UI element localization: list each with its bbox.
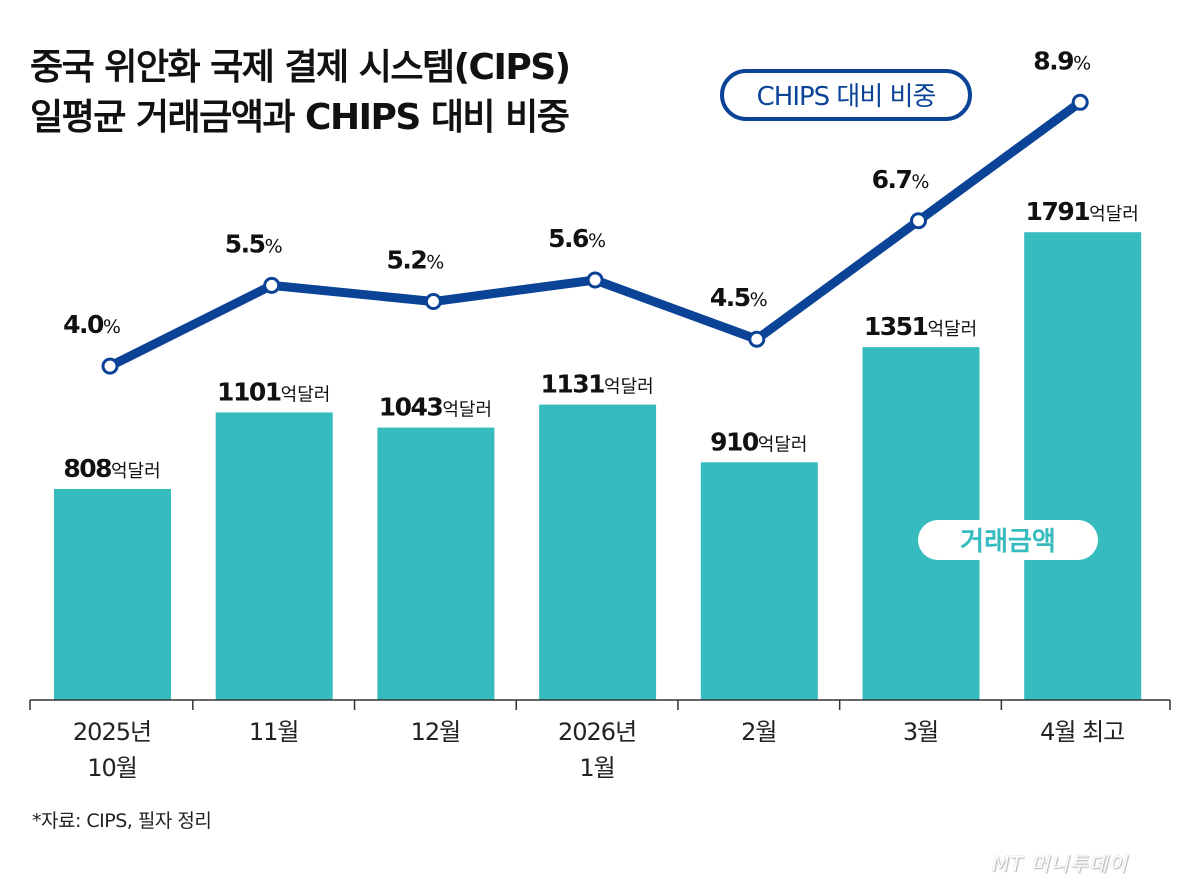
line-point (910, 212, 927, 230)
x-tick-label: 11월 (249, 718, 299, 746)
x-tick-label: 1월 (579, 754, 614, 782)
chart-title-line-2: 일평균 거래금액과 CHIPS 대비 비중 (30, 97, 570, 138)
x-tick-label: 12월 (411, 718, 461, 746)
line-point (424, 293, 442, 311)
publisher-logo: MT 머니투데이 (992, 852, 1128, 876)
line-point (748, 330, 766, 348)
legend-bar-badge (918, 520, 1098, 560)
bar-value-label: 1101억달러 (217, 377, 330, 406)
x-tick-label: 10월 (87, 754, 137, 782)
line-value-label: 5.5% (225, 229, 283, 258)
bar (539, 404, 657, 700)
bar-value-label: 1043억달러 (379, 393, 492, 422)
legend-line-badge (720, 69, 972, 121)
line-value-label: 8.9% (1033, 46, 1091, 75)
x-tick-label: 3월 (903, 718, 938, 746)
line-point (263, 276, 281, 294)
legend-bar-label: 거래금액 (960, 527, 1056, 557)
bar-value-label: 808억달러 (63, 454, 160, 483)
line-value-label: 5.2% (386, 246, 444, 275)
bar (700, 462, 818, 700)
legend-line-label: CHIPS 대비 비중 (757, 82, 936, 112)
x-tick-label: 2026년 (558, 718, 636, 746)
line-value-label: 5.6% (548, 224, 606, 253)
line-point (586, 271, 604, 289)
x-tick-label: 4월 최고 (1040, 718, 1124, 746)
bar (54, 488, 171, 700)
line-value-label: 6.7% (872, 165, 930, 194)
source-note: *자료: CIPS, 필자 정리 (32, 810, 212, 832)
line-value-label: 4.0% (63, 310, 121, 339)
bar-value-label: 1791억달러 (1026, 197, 1139, 226)
chart-title-line-1: 중국 위안화 국제 결제 시스템(CIPS) (30, 47, 571, 88)
line-point (1071, 93, 1089, 111)
line-value-label: 4.5% (710, 283, 768, 312)
x-tick-label: 2025년 (73, 718, 151, 746)
bar (215, 412, 333, 700)
bar (377, 427, 495, 700)
bar-value-label: 1131억달러 (540, 370, 653, 399)
bar-value-label: 910억달러 (710, 427, 807, 456)
bar-value-label: 1351억달러 (864, 312, 977, 341)
bar (1024, 232, 1142, 701)
line-point (101, 357, 119, 375)
x-tick-label: 2월 (741, 718, 776, 746)
